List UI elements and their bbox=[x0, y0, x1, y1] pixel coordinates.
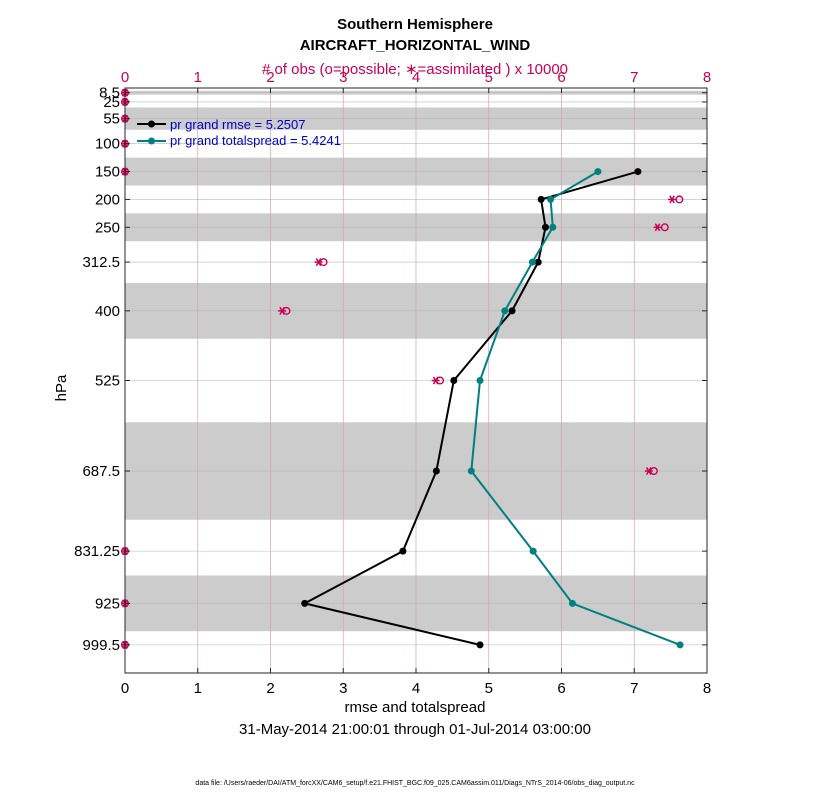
x-tick-label: 6 bbox=[557, 680, 565, 697]
x-tick-label: 1 bbox=[194, 680, 202, 697]
x-tick-label: 3 bbox=[339, 680, 347, 697]
series-point bbox=[301, 599, 309, 607]
series-point bbox=[450, 377, 458, 384]
series-point bbox=[594, 168, 602, 176]
series-point bbox=[467, 467, 475, 475]
x-tick-label: 4 bbox=[412, 680, 420, 697]
top-x-tick-label: 0 bbox=[121, 69, 129, 86]
series-point bbox=[547, 195, 555, 203]
y-tick-label: 925 bbox=[95, 595, 120, 612]
x-axis-label: rmse and totalspread bbox=[345, 699, 486, 716]
series-point bbox=[476, 377, 484, 384]
top-x-tick-label: 1 bbox=[194, 69, 202, 86]
obs-assimilated-marker bbox=[668, 195, 677, 204]
top-x-tick-label: 5 bbox=[485, 69, 493, 86]
series-point bbox=[549, 223, 557, 231]
series-point bbox=[676, 641, 684, 649]
series-point bbox=[508, 307, 516, 315]
obs-assimilated-marker bbox=[644, 467, 653, 476]
y-axis-label: hPa bbox=[53, 374, 70, 401]
obs-assimilated-marker bbox=[278, 306, 287, 315]
y-tick-label: 687.5 bbox=[82, 463, 120, 480]
series-point bbox=[476, 641, 484, 649]
y-tick-label: 55 bbox=[103, 111, 120, 128]
x-tick-label: 2 bbox=[266, 680, 274, 697]
obs-assimilated-marker bbox=[431, 376, 440, 385]
x-tick-label: 0 bbox=[121, 680, 129, 697]
top-x-tick-label: 6 bbox=[557, 69, 565, 86]
series-point bbox=[537, 195, 545, 203]
top-x-tick-label: 4 bbox=[412, 69, 420, 86]
y-tick-label: 8.5 bbox=[99, 85, 120, 102]
legend-entry-rmse: pr grand rmse = 5.2507 bbox=[170, 117, 306, 132]
y-tick-label: 250 bbox=[95, 219, 120, 236]
y-tick-label: 100 bbox=[95, 136, 120, 153]
legend-entry-totalspread: pr grand totalspread = 5.4241 bbox=[170, 133, 341, 148]
y-tick-label: 525 bbox=[95, 373, 120, 390]
top-x-tick-label: 3 bbox=[339, 69, 347, 86]
top-x-tick-label: 7 bbox=[630, 69, 638, 86]
series-point bbox=[501, 307, 509, 315]
top-axis-label: # of obs (o=possible; ∗=assimilated ) x … bbox=[262, 61, 568, 78]
x-tick-label: 7 bbox=[630, 680, 638, 697]
series-point bbox=[568, 599, 576, 607]
data-file-footnote: data file: /Users/raeder/DAI/ATM_forcXX/… bbox=[195, 780, 635, 787]
chart-subtitle: AIRCRAFT_HORIZONTAL_WIND bbox=[300, 37, 531, 54]
y-tick-label: 200 bbox=[95, 191, 120, 208]
series-line-pr-grand-rmse bbox=[303, 170, 639, 646]
obs-assimilated-marker bbox=[314, 258, 323, 267]
top-x-tick-label: 8 bbox=[703, 69, 711, 86]
x-tick-label: 8 bbox=[703, 680, 711, 697]
obs-assimilated-marker bbox=[653, 223, 662, 232]
date-range-label: 31-May-2014 21:00:01 through 01-Jul-2014… bbox=[239, 721, 591, 738]
legend-marker-rmse bbox=[148, 120, 155, 128]
legend: pr grand rmse = 5.2507 pr grand totalspr… bbox=[137, 117, 341, 148]
series-point bbox=[432, 467, 440, 475]
y-tick-label: 831.25 bbox=[74, 543, 120, 560]
legend-marker-totalspread bbox=[148, 137, 155, 145]
y-tick-label: 150 bbox=[95, 164, 120, 181]
y-tick-label: 400 bbox=[95, 303, 120, 320]
chart-title: Southern Hemisphere bbox=[337, 16, 493, 33]
y-tick-label: 999.5 bbox=[82, 637, 120, 654]
top-x-tick-label: 2 bbox=[266, 69, 274, 86]
y-tick-label: 25 bbox=[103, 94, 120, 111]
series-layer bbox=[301, 168, 684, 649]
y-tick-label: 312.5 bbox=[82, 254, 120, 271]
series-point bbox=[534, 258, 542, 266]
series-point bbox=[541, 223, 549, 231]
x-tick-label: 5 bbox=[485, 680, 493, 697]
series-point bbox=[529, 547, 537, 555]
series-line-pr-grand-totalspread bbox=[470, 170, 681, 646]
series-point bbox=[634, 168, 642, 176]
series-point bbox=[399, 547, 407, 555]
series-point bbox=[528, 258, 536, 266]
